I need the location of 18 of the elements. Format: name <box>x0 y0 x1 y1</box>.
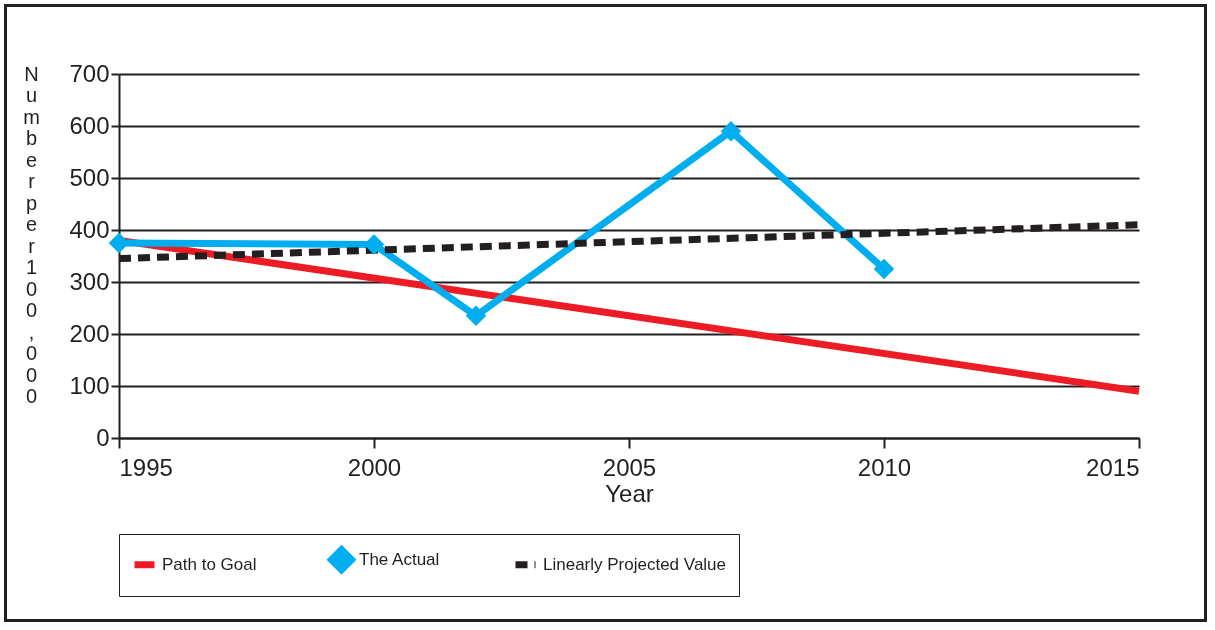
y-tick-label: 400 <box>69 215 110 243</box>
y-tick-label: 100 <box>69 371 110 399</box>
x-tick-label: 2010 <box>857 453 912 481</box>
y-tick-label: 200 <box>69 319 110 347</box>
legend-label: The Actual <box>359 549 440 569</box>
y-tick-label: 0 <box>96 423 110 451</box>
legend-label: Linearly Projected Value <box>543 554 727 574</box>
y-tick-label: 700 <box>69 59 110 87</box>
x-axis-title: Year <box>605 479 654 507</box>
x-tick-label: 2000 <box>347 453 402 481</box>
x-tick-label: 2015 <box>1086 453 1140 481</box>
x-tick-label: 2005 <box>602 453 657 481</box>
text: Number per 100,000 <box>23 62 40 407</box>
y-tick-label: 500 <box>69 163 110 191</box>
y-tick-label: 300 <box>69 267 110 295</box>
legend-label: Path to Goal <box>162 554 257 574</box>
y-tick-label: 600 <box>69 111 110 139</box>
x-tick-label: 1995 <box>119 453 173 481</box>
